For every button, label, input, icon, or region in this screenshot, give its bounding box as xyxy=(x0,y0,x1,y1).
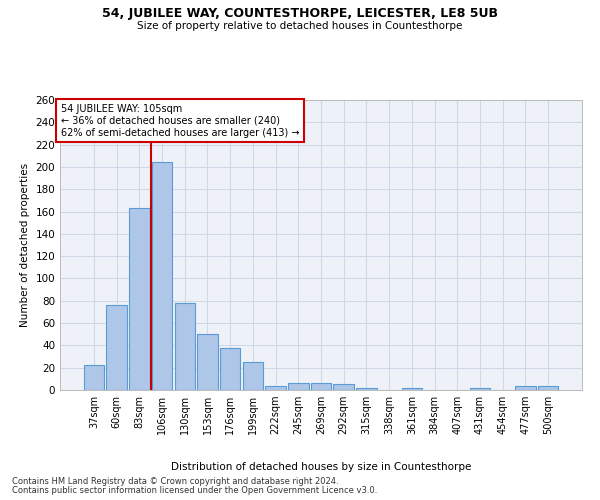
Bar xyxy=(311,384,331,390)
Bar xyxy=(197,334,218,390)
Bar xyxy=(265,386,286,390)
Bar xyxy=(356,388,377,390)
Text: Contains public sector information licensed under the Open Government Licence v3: Contains public sector information licen… xyxy=(12,486,377,495)
Bar xyxy=(84,366,104,390)
Bar xyxy=(129,208,149,390)
Bar xyxy=(175,303,195,390)
Bar xyxy=(220,348,241,390)
Bar xyxy=(515,386,536,390)
Y-axis label: Number of detached properties: Number of detached properties xyxy=(20,163,30,327)
Text: Distribution of detached houses by size in Countesthorpe: Distribution of detached houses by size … xyxy=(171,462,471,472)
Bar xyxy=(538,386,558,390)
Bar xyxy=(470,388,490,390)
Text: 54 JUBILEE WAY: 105sqm
← 36% of detached houses are smaller (240)
62% of semi-de: 54 JUBILEE WAY: 105sqm ← 36% of detached… xyxy=(61,104,299,138)
Text: Size of property relative to detached houses in Countesthorpe: Size of property relative to detached ho… xyxy=(137,21,463,31)
Bar xyxy=(401,388,422,390)
Text: 54, JUBILEE WAY, COUNTESTHORPE, LEICESTER, LE8 5UB: 54, JUBILEE WAY, COUNTESTHORPE, LEICESTE… xyxy=(102,8,498,20)
Bar xyxy=(242,362,263,390)
Text: Contains HM Land Registry data © Crown copyright and database right 2024.: Contains HM Land Registry data © Crown c… xyxy=(12,478,338,486)
Bar xyxy=(288,384,308,390)
Bar xyxy=(106,305,127,390)
Bar xyxy=(152,162,172,390)
Bar xyxy=(334,384,354,390)
